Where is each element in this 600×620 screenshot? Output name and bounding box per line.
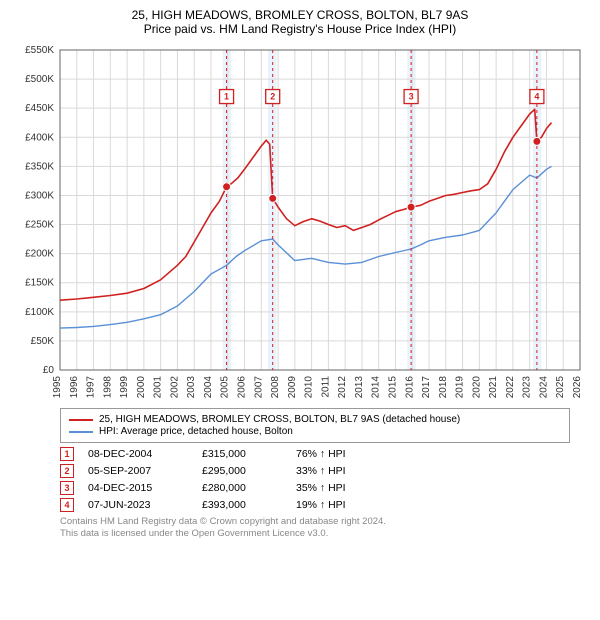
svg-text:£250K: £250K xyxy=(25,220,54,231)
page-container: 25, HIGH MEADOWS, BROMLEY CROSS, BOLTON,… xyxy=(0,0,600,620)
svg-text:2004: 2004 xyxy=(203,376,214,399)
svg-text:2010: 2010 xyxy=(304,376,315,399)
svg-text:2017: 2017 xyxy=(421,376,432,399)
svg-text:£550K: £550K xyxy=(25,45,54,56)
svg-text:£200K: £200K xyxy=(25,249,54,260)
sale-date: 05-SEP-2007 xyxy=(88,465,188,477)
attribution: Contains HM Land Registry data © Crown c… xyxy=(60,516,570,541)
svg-text:£50K: £50K xyxy=(31,336,55,347)
legend-label-hpi: HPI: Average price, detached house, Bolt… xyxy=(99,426,293,437)
sale-pct: 35% ↑ HPI xyxy=(296,482,376,494)
svg-text:2007: 2007 xyxy=(253,376,264,399)
attribution-line1: Contains HM Land Registry data © Crown c… xyxy=(60,516,570,528)
sale-row: 1 08-DEC-2004 £315,000 76% ↑ HPI xyxy=(60,447,570,461)
svg-text:2015: 2015 xyxy=(387,376,398,399)
sale-row: 4 07-JUN-2023 £393,000 19% ↑ HPI xyxy=(60,498,570,512)
svg-text:2: 2 xyxy=(270,92,275,102)
svg-text:2020: 2020 xyxy=(471,376,482,399)
svg-text:1996: 1996 xyxy=(69,376,80,399)
svg-text:2014: 2014 xyxy=(371,376,382,399)
sale-pct: 33% ↑ HPI xyxy=(296,465,376,477)
svg-text:1998: 1998 xyxy=(102,376,113,399)
svg-text:4: 4 xyxy=(534,92,539,102)
legend-label-property: 25, HIGH MEADOWS, BROMLEY CROSS, BOLTON,… xyxy=(99,414,460,425)
chart-area: £0 £50K £100K £150K £200K £250K £300K £350K £400… xyxy=(10,40,590,400)
sale-pct: 76% ↑ HPI xyxy=(296,448,376,460)
sale-marker: 4 xyxy=(60,498,74,512)
title-block: 25, HIGH MEADOWS, BROMLEY CROSS, BOLTON,… xyxy=(10,8,590,36)
sale-price: £295,000 xyxy=(202,465,282,477)
svg-text:2024: 2024 xyxy=(538,376,549,399)
svg-text:2011: 2011 xyxy=(320,376,331,398)
attribution-line2: This data is licensed under the Open Gov… xyxy=(60,528,570,540)
svg-text:2025: 2025 xyxy=(555,376,566,399)
svg-text:2013: 2013 xyxy=(354,376,365,399)
svg-text:2016: 2016 xyxy=(404,376,415,399)
svg-text:2006: 2006 xyxy=(237,376,248,399)
sale-marker: 1 xyxy=(60,447,74,461)
svg-text:2009: 2009 xyxy=(287,376,298,399)
svg-text:2019: 2019 xyxy=(455,376,466,399)
svg-text:1999: 1999 xyxy=(119,376,130,399)
sale-date: 07-JUN-2023 xyxy=(88,499,188,511)
svg-text:2001: 2001 xyxy=(153,376,164,399)
title-subtitle: Price paid vs. HM Land Registry's House … xyxy=(10,22,590,36)
sale-row: 3 04-DEC-2015 £280,000 35% ↑ HPI xyxy=(60,481,570,495)
svg-text:1997: 1997 xyxy=(86,376,97,399)
svg-text:£450K: £450K xyxy=(25,103,54,114)
title-address: 25, HIGH MEADOWS, BROMLEY CROSS, BOLTON,… xyxy=(10,8,590,22)
sale-date: 04-DEC-2015 xyxy=(88,482,188,494)
svg-text:2003: 2003 xyxy=(186,376,197,399)
sale-row: 2 05-SEP-2007 £295,000 33% ↑ HPI xyxy=(60,464,570,478)
svg-text:2005: 2005 xyxy=(220,376,231,399)
legend-swatch-hpi xyxy=(69,431,93,433)
svg-text:2012: 2012 xyxy=(337,376,348,399)
svg-text:2021: 2021 xyxy=(488,376,499,399)
sale-marker: 3 xyxy=(60,481,74,495)
legend-item-property: 25, HIGH MEADOWS, BROMLEY CROSS, BOLTON,… xyxy=(69,414,561,425)
legend-item-hpi: HPI: Average price, detached house, Bolt… xyxy=(69,426,561,437)
price-chart: £0 £50K £100K £150K £200K £250K £300K £350K £400… xyxy=(10,40,590,400)
svg-text:2000: 2000 xyxy=(136,376,147,399)
svg-text:£0: £0 xyxy=(43,365,55,376)
svg-text:£500K: £500K xyxy=(25,74,54,85)
svg-text:2023: 2023 xyxy=(522,376,533,399)
svg-text:£300K: £300K xyxy=(25,190,54,201)
sale-price: £280,000 xyxy=(202,482,282,494)
svg-text:£400K: £400K xyxy=(25,132,54,143)
svg-text:£350K: £350K xyxy=(25,161,54,172)
sale-marker: 2 xyxy=(60,464,74,478)
svg-text:1995: 1995 xyxy=(52,376,63,399)
sale-pct: 19% ↑ HPI xyxy=(296,499,376,511)
svg-text:2022: 2022 xyxy=(505,376,516,399)
svg-text:2008: 2008 xyxy=(270,376,281,399)
sale-price: £315,000 xyxy=(202,448,282,460)
svg-text:2002: 2002 xyxy=(169,376,180,399)
legend: 25, HIGH MEADOWS, BROMLEY CROSS, BOLTON,… xyxy=(60,408,570,443)
legend-swatch-property xyxy=(69,419,93,421)
svg-text:2026: 2026 xyxy=(572,376,583,399)
svg-text:£100K: £100K xyxy=(25,307,54,318)
svg-text:1: 1 xyxy=(224,92,229,102)
sales-table: 1 08-DEC-2004 £315,000 76% ↑ HPI 2 05-SE… xyxy=(60,447,570,512)
sale-date: 08-DEC-2004 xyxy=(88,448,188,460)
svg-text:3: 3 xyxy=(409,92,414,102)
svg-text:2018: 2018 xyxy=(438,376,449,399)
sale-price: £393,000 xyxy=(202,499,282,511)
svg-text:£150K: £150K xyxy=(25,278,54,289)
